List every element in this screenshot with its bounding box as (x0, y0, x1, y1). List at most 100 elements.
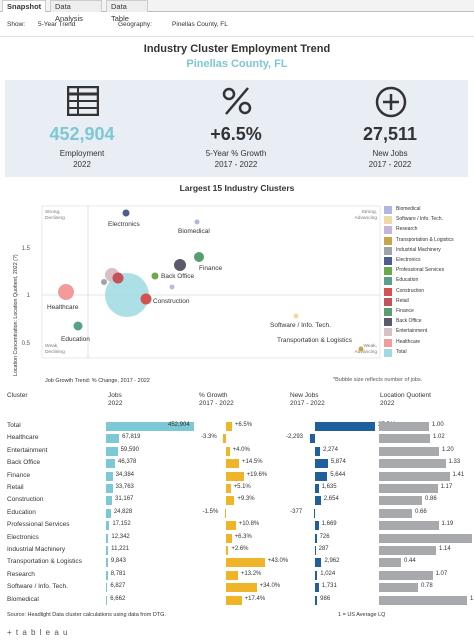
bubble-retail[interactable] (112, 272, 124, 284)
legend-swatch (384, 277, 392, 286)
table-row[interactable]: Back Office 46,378 +14.5% 5,874 1.33 (0, 457, 474, 469)
table-row[interactable]: Education 24,828 -1.5% -377 0.66 (0, 507, 474, 519)
plus-circle-icon (375, 86, 407, 118)
table-row[interactable]: Entertainment 59,590 +4.0% 2,274 1.20 (0, 445, 474, 457)
lq-note: 1 = US Average LQ (338, 612, 386, 618)
jobs-bar (106, 521, 110, 531)
bubble-software[interactable] (293, 313, 299, 319)
source-note: Source: Headlight Data cluster calculati… (7, 612, 166, 618)
col-header-new-jobs[interactable]: New Jobs 2017 - 2022 (290, 392, 325, 407)
bubble-healthcare[interactable] (58, 284, 74, 300)
growth-bar (226, 446, 230, 456)
lq-value: 0.86 (425, 496, 437, 503)
bubble-education[interactable] (73, 321, 83, 331)
table-row[interactable]: Research 8,781 +13.2% 1,024 1.07 (0, 569, 474, 581)
col-header-lq[interactable]: Location Quotient 2022 (380, 392, 431, 407)
cluster-name: Transportation & Logistics (7, 558, 82, 566)
lq-value: 1.19 (441, 521, 454, 528)
tab-snapshot[interactable]: Snapshot (2, 0, 46, 12)
legend-label: Electronics (396, 257, 421, 263)
growth-bar (226, 496, 235, 506)
new-jobs-bar (315, 521, 319, 531)
new-jobs-bar (309, 434, 315, 444)
bubble-industrial-machinery[interactable] (101, 279, 107, 285)
bubble-total[interactable] (105, 273, 149, 317)
lq-bar (379, 583, 418, 593)
tab-bar: Snapshot Data Analysis Data Table (0, 0, 474, 23)
legend-label: Education (396, 277, 419, 284)
bubble-transportation[interactable] (358, 346, 364, 352)
legend-item[interactable]: Transportation & Logistics (384, 236, 472, 246)
legend-item[interactable]: Software / Info. Tech. (384, 215, 472, 225)
table-row[interactable]: Software / Info. Tech. 6,827 +34.0% 1,731 0.… (0, 581, 474, 593)
legend-swatch (384, 287, 392, 296)
legend-item[interactable]: Construction (384, 287, 472, 297)
table-row[interactable]: Transportation & Logistics 9,843 +43.0% 2,9… (0, 556, 474, 568)
quadrant-label: Declining (45, 215, 65, 221)
tab-data-table[interactable]: Data Table (106, 0, 148, 23)
growth-value: +6.3% (234, 533, 252, 540)
quadrant-label: Strong, (45, 209, 60, 215)
legend-item[interactable]: Entertainment (384, 327, 472, 337)
legend-item[interactable]: Retail (384, 297, 472, 307)
jobs-bar (106, 595, 108, 605)
growth-bar (223, 434, 226, 444)
tab-data-analysis[interactable]: Data Analysis (50, 0, 102, 23)
growth-value: -1.5% (202, 508, 219, 515)
legend-item[interactable]: Education (384, 276, 472, 286)
tableau-logo[interactable]: + t a b l e a u (7, 628, 69, 637)
lq-bar (379, 446, 439, 456)
jobs-bar (106, 459, 115, 469)
table-row[interactable]: Finance 34,384 +19.6% 5,644 1.41 (0, 470, 474, 482)
growth-label: 5-Year % Growth (205, 149, 267, 158)
table-row[interactable]: Construction 31,167 +9.3% 2,654 0.86 (0, 494, 474, 506)
table-row[interactable]: Industrial Machinery 11,221 +2.6% 287 1.14 (0, 544, 474, 556)
table-row[interactable]: Retail 33,763 +5.1% 1,635 1.17 (0, 482, 474, 494)
geography-dropdown[interactable]: Pinellas County, FL (172, 21, 228, 28)
col-header-cluster[interactable]: Cluster (7, 392, 28, 399)
table-row[interactable]: Healthcare 67,819 -3.3% -2,293 1.02 (0, 432, 474, 444)
legend-item[interactable]: Finance (384, 307, 472, 317)
jobs-bar (106, 546, 109, 555)
bubble-research[interactable] (169, 284, 175, 290)
new-jobs-bar (315, 558, 322, 568)
jobs-bar (106, 496, 113, 506)
show-dropdown[interactable]: 5-Year Trend (38, 21, 76, 28)
jobs-value: 33,763 (115, 484, 134, 490)
new-jobs-label: New Jobs (372, 149, 408, 158)
bubble-professional-services[interactable] (151, 272, 159, 280)
cluster-name: Research (7, 570, 35, 578)
lq-bar (379, 570, 433, 580)
lq-value: 0.78 (421, 583, 433, 590)
growth-bar (226, 533, 232, 543)
bubble-chart[interactable]: 1.5 1 0.5 Location Concentration: Locati… (0, 198, 474, 388)
legend-item[interactable]: Professional Services (384, 266, 472, 276)
new-jobs-bar (315, 570, 318, 580)
bubble-biomedical[interactable] (194, 219, 200, 225)
bubble-construction[interactable] (140, 293, 152, 305)
growth-value: +34.0% (259, 583, 281, 590)
bubble-electronics[interactable] (122, 209, 130, 217)
y-tick: 1.5 (22, 246, 31, 252)
growth-value: +19.6% (246, 471, 268, 478)
table-row[interactable]: Biomedical 6,662 +17.4% 986 1.76 (0, 594, 474, 606)
new-jobs-value: 27,511 (362, 124, 418, 144)
legend-item[interactable]: Back Office (384, 317, 472, 327)
table-icon (67, 86, 99, 116)
legend-item[interactable]: Total (384, 348, 472, 358)
jobs-value: 6,662 (110, 595, 126, 602)
legend-item[interactable]: Research (384, 225, 472, 235)
legend-item[interactable]: Healthcare (384, 338, 472, 348)
bubble-finance[interactable] (194, 252, 204, 262)
quadrant-label: Advancing (355, 349, 378, 355)
col-header-jobs[interactable]: Jobs 2022 (108, 392, 123, 407)
legend-item[interactable]: Industrial Machinery (384, 246, 472, 256)
bubble-back-office[interactable] (174, 259, 186, 271)
jobs-value: 6,827 (110, 583, 126, 590)
legend-item[interactable]: Biomedical (384, 205, 472, 215)
legend-item[interactable]: Electronics (384, 256, 472, 266)
table-row[interactable]: Professional Services 17,152 +10.8% 1,669 1.… (0, 519, 474, 531)
col-header-growth[interactable]: % Growth 2017 - 2022 (199, 392, 234, 407)
